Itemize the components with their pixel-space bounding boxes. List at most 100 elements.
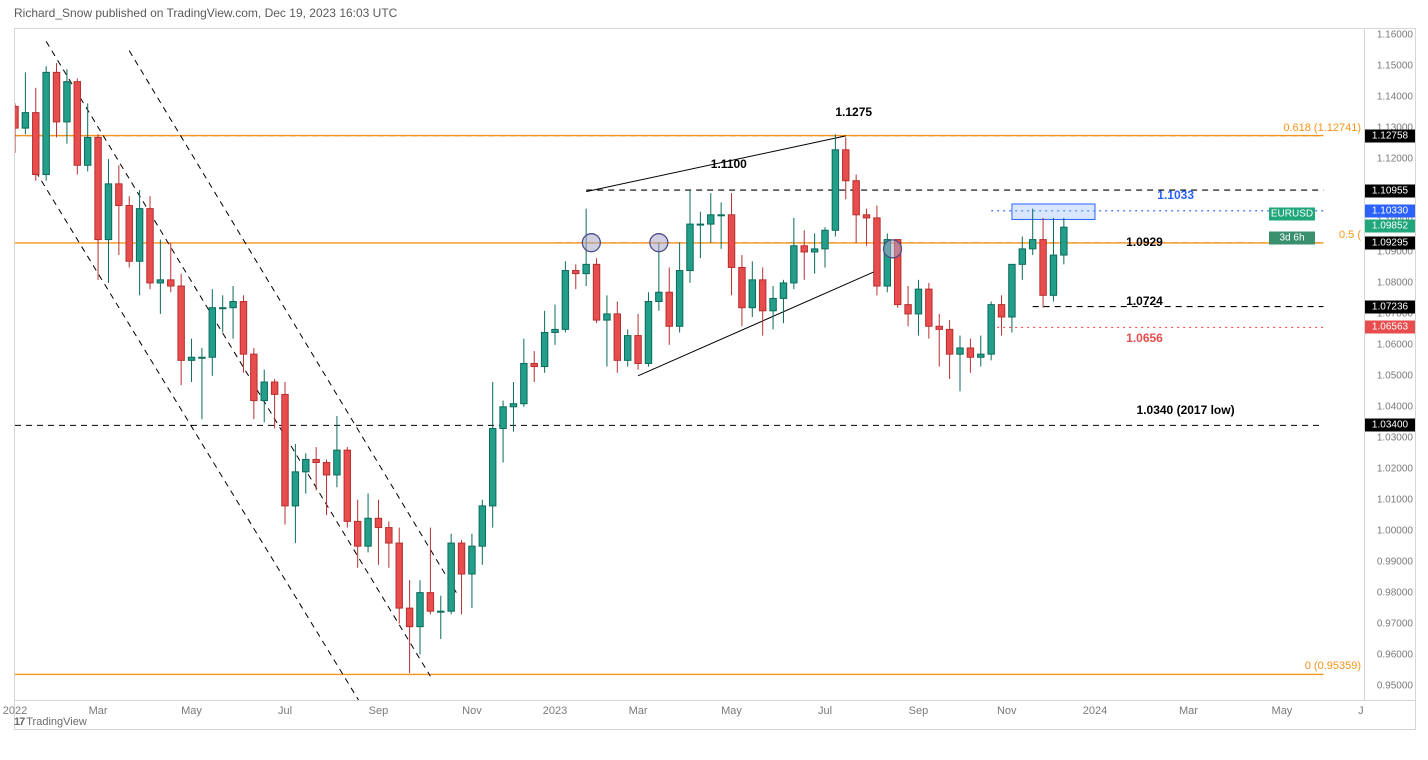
yaxis-tick: 1.00000 [1377, 525, 1413, 536]
candle-body [604, 314, 610, 320]
xaxis-tick: Sep [909, 705, 929, 717]
candle-body [64, 82, 70, 122]
candle-body [292, 472, 298, 506]
candle-body [438, 611, 444, 612]
price-axis-tag: 1.06563 [1365, 321, 1415, 334]
candle-body [936, 326, 942, 329]
xaxis-tick: May [181, 705, 202, 717]
candle-body [728, 215, 734, 268]
yaxis-tick: 1.04000 [1377, 401, 1413, 412]
candle-body [1009, 264, 1015, 317]
xaxis-tick: May [721, 705, 742, 717]
price-axis-tag: 1.10955 [1365, 185, 1415, 198]
xaxis-tick: 2024 [1083, 705, 1107, 717]
candle-body [998, 305, 1004, 317]
candle-body [926, 289, 932, 326]
candle-body [874, 218, 880, 286]
xaxis-tick: Nov [997, 705, 1017, 717]
yaxis-tick: 1.08000 [1377, 277, 1413, 288]
candle-body [583, 264, 589, 273]
candle-body [946, 329, 952, 354]
price-annotation: 1.1033 [1157, 188, 1194, 202]
candle-body [957, 348, 963, 354]
candle-body [219, 308, 225, 309]
candle-body [978, 354, 984, 357]
yaxis-tick: 0.97000 [1377, 618, 1413, 629]
yaxis-tick: 1.01000 [1377, 494, 1413, 505]
candle-body [95, 137, 101, 239]
candle-body [323, 463, 329, 475]
candle-body [645, 302, 651, 364]
candle-body [1050, 255, 1056, 295]
candle-body [22, 113, 28, 128]
candle-body [448, 543, 454, 611]
time-axis[interactable]: 2022MarMayJulSepNov2023MarMayJulSepNov20… [15, 700, 1415, 729]
candle-body [915, 289, 921, 314]
candle-body [666, 292, 672, 326]
candle-body [562, 271, 568, 330]
candle-body [43, 72, 49, 174]
candle-body [469, 546, 475, 574]
fib-label: 0 (0.95359) [1305, 660, 1361, 672]
candle-body [593, 264, 599, 320]
candle-body [780, 283, 786, 298]
candle-body [718, 215, 724, 216]
candle-body [417, 593, 423, 627]
candle-body [365, 518, 371, 546]
candle-body [489, 428, 495, 505]
price-axis[interactable]: 1.160001.150001.140001.130001.120001.110… [1364, 29, 1415, 701]
symbol-tag: EURUSD [1269, 207, 1315, 220]
xaxis-tick: Nov [462, 705, 482, 717]
yaxis-tick: 0.96000 [1377, 649, 1413, 660]
candle-body [136, 209, 142, 262]
candle-body [1040, 240, 1046, 296]
xaxis-tick: 2023 [543, 705, 567, 717]
candle-body [105, 184, 111, 240]
candle-body [178, 286, 184, 360]
candle-body [282, 394, 288, 505]
price-plot[interactable]: 1.12751.11001.10331.09291.07241.06561.03… [15, 29, 1365, 701]
candle-body [209, 308, 215, 358]
candle-body [230, 302, 236, 308]
candle-body [676, 271, 682, 327]
xaxis-tick: Mar [629, 705, 648, 717]
price-annotation: 1.1100 [711, 157, 747, 171]
candle-body [552, 329, 558, 332]
candle-body [531, 363, 537, 366]
symbol-tag: 3d 6h [1269, 231, 1315, 244]
xaxis-tick: Mar [1179, 705, 1198, 717]
chart-panel[interactable]: USD 1.12751.11001.10331.09291.07241.0656… [14, 28, 1416, 730]
candle-body [15, 106, 18, 128]
candle-body [199, 357, 205, 358]
candle-body [967, 348, 973, 357]
price-axis-tag: 1.09852 [1365, 219, 1415, 232]
candle-body [313, 459, 319, 462]
price-axis-tag: 1.12758 [1365, 129, 1415, 142]
candle-body [147, 209, 153, 283]
candle-body [240, 302, 246, 355]
tv-logo-icon: 17 [14, 716, 24, 728]
candle-body [759, 280, 765, 311]
xaxis-tick: Jul [278, 705, 292, 717]
candle-body [168, 280, 174, 286]
candle-body [1019, 249, 1025, 264]
candle-body [708, 215, 714, 224]
yaxis-tick: 0.98000 [1377, 587, 1413, 598]
candle-body [479, 506, 485, 546]
yaxis-tick: 1.14000 [1377, 92, 1413, 103]
candle-body [635, 336, 641, 364]
price-axis-tag: 1.10330 [1365, 204, 1415, 217]
price-annotation: 1.0724 [1126, 294, 1163, 308]
candle-body [770, 298, 776, 310]
candle-body [791, 246, 797, 283]
candle-body [843, 150, 849, 181]
candle-body [396, 543, 402, 608]
touch-marker-icon [884, 240, 902, 258]
yaxis-tick: 1.16000 [1377, 30, 1413, 41]
candle-body [251, 354, 257, 400]
candle-body [33, 113, 39, 175]
yaxis-tick: 1.03000 [1377, 432, 1413, 443]
candle-body [822, 230, 828, 249]
candle-body [157, 280, 163, 283]
candle-body [500, 407, 506, 429]
